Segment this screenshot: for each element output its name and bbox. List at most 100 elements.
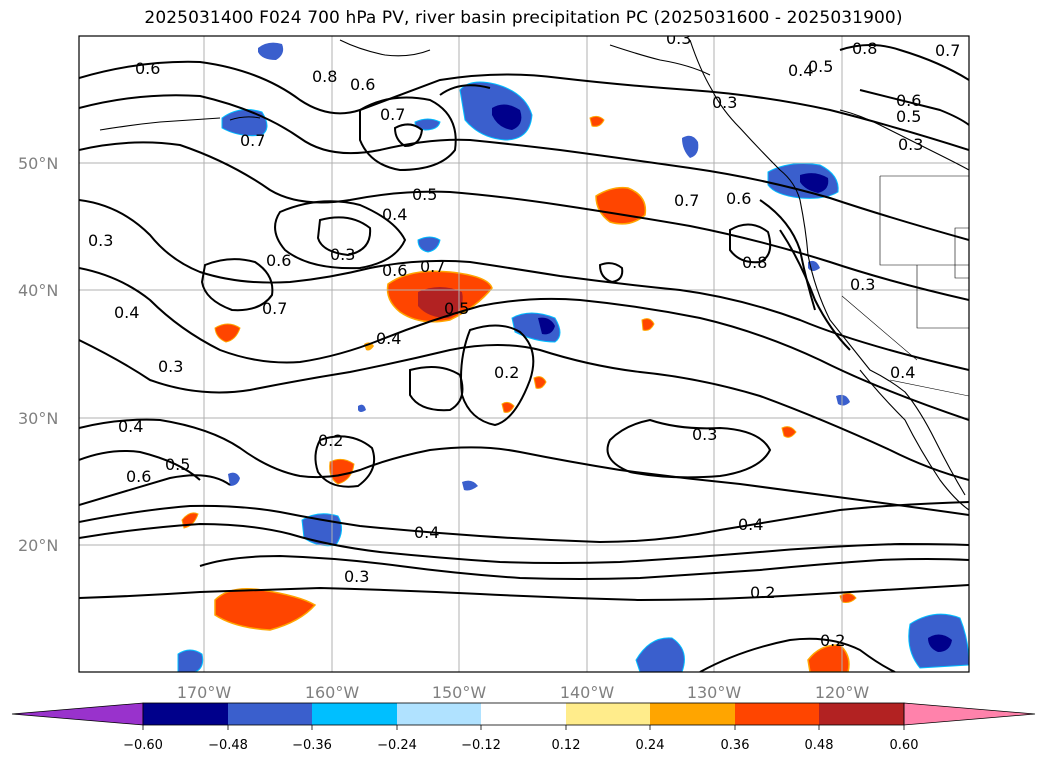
colorbar-tick-label: −0.12 xyxy=(461,738,501,753)
colorbar-segment xyxy=(566,703,650,725)
pos-region xyxy=(589,115,605,127)
pos-region xyxy=(214,588,317,631)
neg-region xyxy=(258,42,284,60)
neg-region xyxy=(836,394,850,406)
contour-label: 0.2 xyxy=(494,363,519,382)
neg-region xyxy=(358,404,366,412)
lon-label: 160°W xyxy=(305,683,360,702)
contour-label: 0.4 xyxy=(738,515,763,534)
colorbar-tick-label: 0.24 xyxy=(636,738,665,753)
contour-label: 0.8 xyxy=(852,39,877,58)
contour-label: 0.4 xyxy=(890,363,915,382)
neg-core xyxy=(492,104,522,130)
contour-label: 0.8 xyxy=(742,253,767,272)
contour-label: 0.7 xyxy=(380,105,405,124)
map-area xyxy=(79,36,969,672)
map-title: 2025031400 F024 700 hPa PV, river basin … xyxy=(144,8,903,28)
pos-region xyxy=(501,401,515,413)
pos-region xyxy=(839,592,857,603)
contour-label: 0.3 xyxy=(692,425,717,444)
colorbar-frame xyxy=(142,702,905,726)
contour-label: 0.6 xyxy=(896,91,921,110)
gridlines xyxy=(79,36,969,672)
neg-region xyxy=(635,637,685,672)
colorbar-tick-label: −0.60 xyxy=(123,738,163,753)
lon-label: 150°W xyxy=(432,683,487,702)
lon-label: 140°W xyxy=(560,683,615,702)
contour-label: 0.7 xyxy=(674,191,699,210)
contour-label: 0.3 xyxy=(88,231,113,250)
contour-label: 0.6 xyxy=(126,467,151,486)
pos-region xyxy=(214,323,241,343)
colorbar-segment xyxy=(228,703,312,725)
colorbar-tick-label: 0.60 xyxy=(890,738,919,753)
contour-label: 0.3 xyxy=(666,29,691,48)
lon-label: 130°W xyxy=(687,683,742,702)
pos-region xyxy=(807,644,850,672)
neg-region xyxy=(177,649,204,672)
colorbar-min-extension xyxy=(11,702,144,726)
colorbar-tick-label: −0.48 xyxy=(208,738,248,753)
contour-label: 0.3 xyxy=(898,135,923,154)
contour-label: 0.7 xyxy=(935,41,960,60)
contour-label: 0.5 xyxy=(896,107,921,126)
contour-label: 0.7 xyxy=(240,131,265,150)
contour-label: 0.3 xyxy=(344,567,369,586)
pv-contours xyxy=(79,44,969,672)
contour-labels: 0.6 0.8 0.6 0.7 0.7 0.5 0.3 0.4 0.6 0.7 … xyxy=(88,29,960,650)
neg-region xyxy=(417,236,441,253)
lat-label: 20°N xyxy=(18,536,58,555)
colorbar-tick-label: −0.36 xyxy=(292,738,332,753)
colorbar-segment xyxy=(481,703,566,725)
contour-label: 0.4 xyxy=(788,61,813,80)
neg-core xyxy=(538,317,555,335)
pos-core xyxy=(418,287,463,318)
lon-label: 170°W xyxy=(177,683,232,702)
contour-label: 0.8 xyxy=(312,67,337,86)
contour-label: 0.7 xyxy=(420,257,445,276)
contour-label: 0.5 xyxy=(444,299,469,318)
neg-region xyxy=(462,480,478,491)
colorbar-tick-label: 0.36 xyxy=(721,738,750,753)
neg-region xyxy=(221,109,268,137)
pos-region xyxy=(595,186,647,225)
contour-label: 0.4 xyxy=(118,417,143,436)
contour-label: 0.4 xyxy=(414,523,439,542)
colorbar-segment xyxy=(143,703,228,725)
contour-label: 0.6 xyxy=(266,251,291,270)
contour-label: 0.3 xyxy=(712,93,737,112)
contour-label: 0.4 xyxy=(376,329,401,348)
colorbar-segment xyxy=(735,703,819,725)
colorbar-segment xyxy=(819,703,904,725)
contour-label: 0.5 xyxy=(412,185,437,204)
contour-label: 0.5 xyxy=(165,455,190,474)
contour-label: 0.6 xyxy=(350,75,375,94)
lon-label: 120°W xyxy=(815,683,870,702)
neg-core xyxy=(800,173,829,193)
contour-label: 0.7 xyxy=(262,299,287,318)
neg-core xyxy=(928,634,952,652)
lat-label: 30°N xyxy=(18,409,58,428)
map-frame xyxy=(78,35,970,673)
contour-label: 0.3 xyxy=(330,245,355,264)
contour-label: 0.5 xyxy=(808,57,833,76)
longitude-labels: 170°W 160°W 150°W 140°W 130°W 120°W xyxy=(177,683,870,702)
contour-label: 0.3 xyxy=(850,275,875,294)
contour-label: 0.2 xyxy=(820,631,845,650)
state-borders xyxy=(841,175,969,397)
lat-label: 40°N xyxy=(18,281,58,300)
pos-region xyxy=(533,376,547,389)
shaded-regions xyxy=(177,42,969,672)
colorbar-segment xyxy=(650,703,735,725)
lat-label: 50°N xyxy=(18,154,58,173)
latitude-labels: 50°N 40°N 30°N 20°N xyxy=(18,154,58,555)
contour-label: 0.2 xyxy=(750,583,775,602)
contour-label: 0.4 xyxy=(114,303,139,322)
pos-region xyxy=(781,426,797,438)
contour-label: 0.6 xyxy=(382,261,407,280)
pos-region xyxy=(641,318,655,331)
colorbar-tick-label: 0.12 xyxy=(552,738,581,753)
contour-label: 0.2 xyxy=(318,431,343,450)
colorbar-segment xyxy=(397,703,481,725)
